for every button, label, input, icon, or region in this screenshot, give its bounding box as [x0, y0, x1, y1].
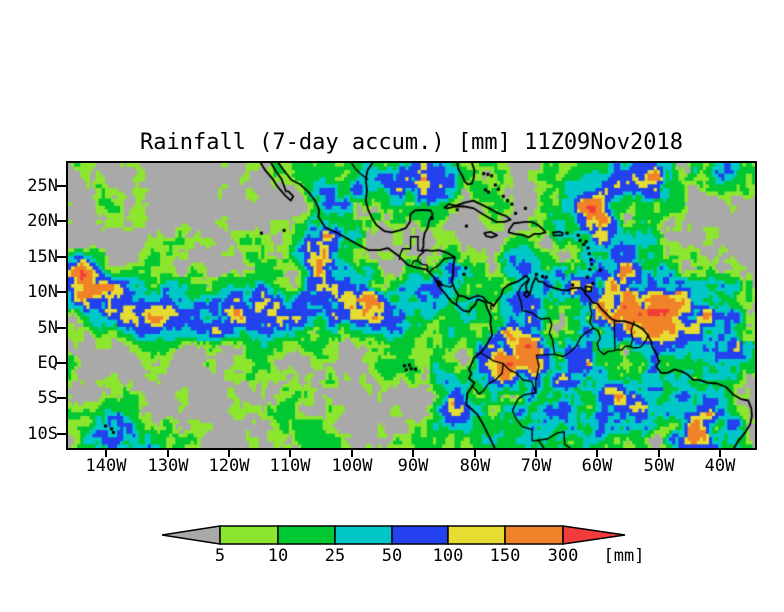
x-tick	[719, 450, 721, 457]
x-axis-label: 80W	[459, 456, 491, 476]
x-tick	[228, 450, 230, 457]
y-axis-label: 5N	[37, 318, 58, 338]
colorbar-label: 300	[547, 546, 579, 566]
y-axis-label: 20N	[27, 211, 58, 231]
x-tick	[535, 450, 537, 457]
x-tick	[596, 450, 598, 457]
colorbar-label: 50	[381, 546, 403, 566]
colorbar-segment	[219, 525, 279, 545]
colorbar-segment	[334, 525, 393, 545]
x-tick	[351, 450, 353, 457]
y-tick	[57, 397, 66, 399]
x-tick	[105, 450, 107, 457]
colorbar-arrow-high	[562, 525, 626, 545]
x-tick	[167, 450, 169, 457]
x-axis-label: 60W	[581, 456, 613, 476]
y-axis-label: 15N	[27, 247, 58, 267]
x-axis-label: 90W	[397, 456, 429, 476]
x-axis-label: 140W	[85, 456, 127, 476]
x-tick	[289, 450, 291, 457]
y-tick	[57, 185, 66, 187]
x-axis-label: 100W	[331, 456, 373, 476]
x-tick	[658, 450, 660, 457]
y-axis-label: 25N	[27, 176, 58, 196]
x-tick	[474, 450, 476, 457]
colorbar-arrow-low	[161, 525, 221, 545]
x-axis-label: 70W	[520, 456, 552, 476]
colorbar-segment	[277, 525, 336, 545]
x-axis-label: 120W	[208, 456, 250, 476]
y-axis-label: 10N	[27, 282, 58, 302]
y-tick	[57, 433, 66, 435]
colorbar-segment	[391, 525, 449, 545]
x-tick	[412, 450, 414, 457]
colorbar-label: 100	[432, 546, 464, 566]
y-axis-label: 5S	[37, 388, 58, 408]
y-tick	[57, 220, 66, 222]
colorbar-label: 150	[489, 546, 521, 566]
x-axis-label: 50W	[643, 456, 675, 476]
x-axis-label: 130W	[147, 456, 189, 476]
y-tick	[57, 291, 66, 293]
x-axis-label: 40W	[704, 456, 736, 476]
colorbar-units: [mm]	[603, 546, 645, 566]
x-axis-label: 110W	[269, 456, 311, 476]
y-tick	[57, 327, 66, 329]
colorbar-label: 25	[324, 546, 346, 566]
colorbar-label: 5	[214, 546, 226, 566]
colorbar-segment	[504, 525, 564, 545]
y-tick	[57, 256, 66, 258]
y-axis-label: 10S	[27, 424, 58, 444]
map-plot-area	[66, 161, 757, 450]
map-canvas	[68, 163, 755, 448]
y-tick	[57, 362, 66, 364]
y-axis-label: EQ	[37, 353, 58, 373]
chart-title: Rainfall (7-day accum.) [mm] 11Z09Nov201…	[139, 130, 684, 155]
colorbar-segment	[447, 525, 506, 545]
colorbar-label: 10	[267, 546, 289, 566]
colorbar	[161, 525, 626, 545]
